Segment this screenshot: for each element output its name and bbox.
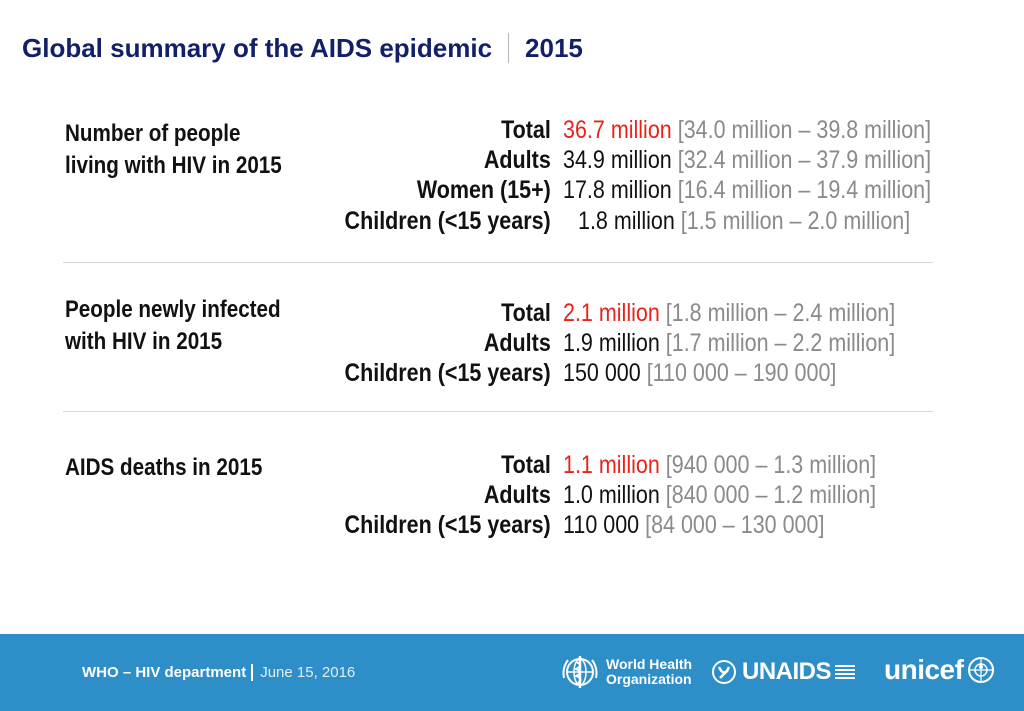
section-label-line: living with HIV in 2015 xyxy=(65,152,282,179)
row-values: 36.7 million [34.0 million – 39.8 millio… xyxy=(563,115,931,145)
stat-value: 110 000 xyxy=(563,511,640,539)
row-label: Children (<15 years) xyxy=(344,511,551,539)
row-values: 1.0 million [840 000 – 1.2 million] xyxy=(563,480,876,510)
unicef-logo: unicef xyxy=(884,654,996,686)
stat-range: [1.7 million – 2.2 million] xyxy=(665,329,896,357)
title-year: 2015 xyxy=(525,32,583,63)
stat-row: Total 1.1 million [940 000 – 1.3 million… xyxy=(0,450,1024,480)
stat-value: 1.8 million xyxy=(578,207,675,235)
stat-value: 1.0 million xyxy=(563,481,660,509)
stat-value: 17.8 million xyxy=(563,176,672,204)
stat-range: [34.0 million – 39.8 million] xyxy=(677,116,932,144)
row-label: Adults xyxy=(484,329,551,357)
row-values: 1.1 million [940 000 – 1.3 million] xyxy=(563,450,876,480)
stat-value: 2.1 million xyxy=(563,299,660,327)
stat-range: [1.8 million – 2.4 million] xyxy=(665,299,896,327)
row-values: 150 000 [110 000 – 190 000] xyxy=(563,358,836,388)
unaids-emblem-icon xyxy=(712,660,736,684)
stat-row: Children (<15 years) 110 000 [84 000 – 1… xyxy=(0,510,1024,540)
row-label: Children (<15 years) xyxy=(344,359,551,387)
stat-range: [16.4 million – 19.4 million] xyxy=(677,176,932,204)
stat-range: [840 000 – 1.2 million] xyxy=(665,481,877,509)
row-values: 1.9 million [1.7 million – 2.2 million] xyxy=(563,328,895,358)
stat-row: Adults 1.0 million [840 000 – 1.2 millio… xyxy=(0,480,1024,510)
unaids-logo-text: UNAIDS xyxy=(742,658,832,685)
row-values: 1.8 million [1.5 million – 2.0 million] xyxy=(578,206,910,236)
row-label: Total xyxy=(501,116,551,144)
stat-row: Children (<15 years) 1.8 million [1.5 mi… xyxy=(0,206,1024,236)
stat-range: [110 000 – 190 000] xyxy=(646,359,837,387)
row-label: Total xyxy=(501,299,551,327)
footer-date: June 15, 2016 xyxy=(260,664,356,681)
stat-row: Children (<15 years) 150 000 [110 000 – … xyxy=(0,358,1024,388)
who-emblem-icon xyxy=(562,656,598,688)
section-label: People newly infected with HIV in 2015 xyxy=(65,294,281,358)
who-logo-text: World Health Organization xyxy=(606,657,692,687)
footer-department: WHO – HIV department xyxy=(82,664,247,681)
stat-range: [940 000 – 1.3 million] xyxy=(665,451,877,479)
stat-range: [32.4 million – 37.9 million] xyxy=(677,146,932,174)
row-label: Children (<15 years) xyxy=(344,207,551,235)
stat-row: Adults 34.9 million [32.4 million – 37.9… xyxy=(0,145,1024,175)
section-label-line: People newly infected xyxy=(65,296,281,323)
section-label: AIDS deaths in 2015 xyxy=(65,452,262,484)
stat-value: 1.1 million xyxy=(563,451,660,479)
row-values: 2.1 million [1.8 million – 2.4 million] xyxy=(563,298,895,328)
footer-bar: WHO – HIV department June 15, 2016 World… xyxy=(0,634,1024,711)
section-divider xyxy=(63,411,933,412)
footer-divider xyxy=(251,664,254,681)
stat-value: 36.7 million xyxy=(563,116,672,144)
row-label: Women (15+) xyxy=(416,176,551,204)
unicef-logo-text: unicef xyxy=(884,654,964,685)
section-label-line: Number of people xyxy=(65,120,241,147)
who-logo: World Health Organization xyxy=(560,652,692,692)
title-main: Global summary of the AIDS epidemic xyxy=(22,32,493,63)
stat-row: Adults 1.9 million [1.7 million – 2.2 mi… xyxy=(0,328,1024,358)
stat-row: Women (15+) 17.8 million [16.4 million –… xyxy=(0,175,1024,205)
row-values: 17.8 million [16.4 million – 19.4 millio… xyxy=(563,175,931,205)
row-values: 110 000 [84 000 – 130 000] xyxy=(563,510,824,540)
row-label: Total xyxy=(501,451,551,479)
stat-range: [1.5 million – 2.0 million] xyxy=(680,207,911,235)
title-divider xyxy=(508,33,510,63)
row-label: Adults xyxy=(484,481,551,509)
section-label: Number of people living with HIV in 2015 xyxy=(65,118,282,182)
who-logo-line: Organization xyxy=(606,671,692,687)
stat-row: Total 2.1 million [1.8 million – 2.4 mil… xyxy=(0,298,1024,328)
stat-row: Total 36.7 million [34.0 million – 39.8 … xyxy=(0,115,1024,145)
stat-value: 34.9 million xyxy=(563,146,672,174)
page-title: Global summary of the AIDS epidemic 2015 xyxy=(22,30,583,66)
section-label-line: AIDS deaths in 2015 xyxy=(65,454,263,481)
footer-credit: WHO – HIV department June 15, 2016 xyxy=(82,664,355,681)
stat-value: 1.9 million xyxy=(563,329,660,357)
row-label: Adults xyxy=(484,146,551,174)
section-divider xyxy=(63,262,933,263)
unaids-logo: UNAIDS xyxy=(710,658,856,686)
unicef-emblem-icon xyxy=(968,657,995,683)
section-label-line: with HIV in 2015 xyxy=(65,328,223,355)
who-logo-line: World Health xyxy=(606,656,693,672)
stat-value: 150 000 xyxy=(563,359,641,387)
row-values: 34.9 million [32.4 million – 37.9 millio… xyxy=(563,145,931,175)
unaids-tagline-lines xyxy=(835,665,856,679)
stat-range: [84 000 – 130 000] xyxy=(645,511,825,539)
